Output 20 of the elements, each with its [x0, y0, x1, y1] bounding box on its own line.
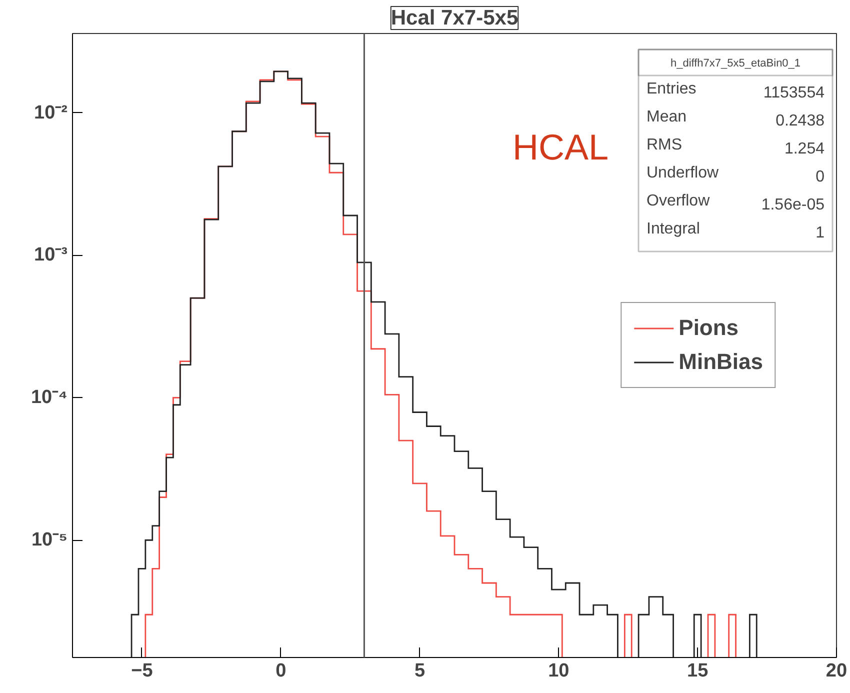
text: Underflow 0 — [646, 164, 825, 186]
y-tick-label: 10⁻² — [34, 102, 68, 124]
annotation: HCAL — [512, 126, 609, 168]
x-tick-label: 10 — [548, 660, 570, 682]
text: Overflow 1.56e-05 — [646, 192, 825, 214]
legend-label: Pions — [678, 315, 739, 341]
text: Entries 1153554 — [646, 80, 825, 102]
annotation: h_diffh7x7_5x5_etaBin0_1 — [670, 58, 801, 70]
x-tick-label: 15 — [687, 660, 709, 682]
y-tick-label: 10⁻⁴ — [30, 387, 68, 408]
x-tick-label: 0 — [276, 660, 286, 682]
text: Mean 0.2438 — [646, 108, 824, 130]
y-tick-label: 10⁻³ — [34, 244, 68, 266]
x-tick-label: 20 — [826, 660, 848, 682]
y-tick-label: 10⁻⁵ — [31, 530, 68, 551]
text: Integral 1 — [646, 220, 825, 242]
legend-label: MinBias — [678, 349, 763, 375]
x-tick-label: 5 — [414, 660, 426, 682]
x-tick-label: −5 — [131, 660, 154, 682]
text: RMS 1.254 — [646, 136, 825, 158]
